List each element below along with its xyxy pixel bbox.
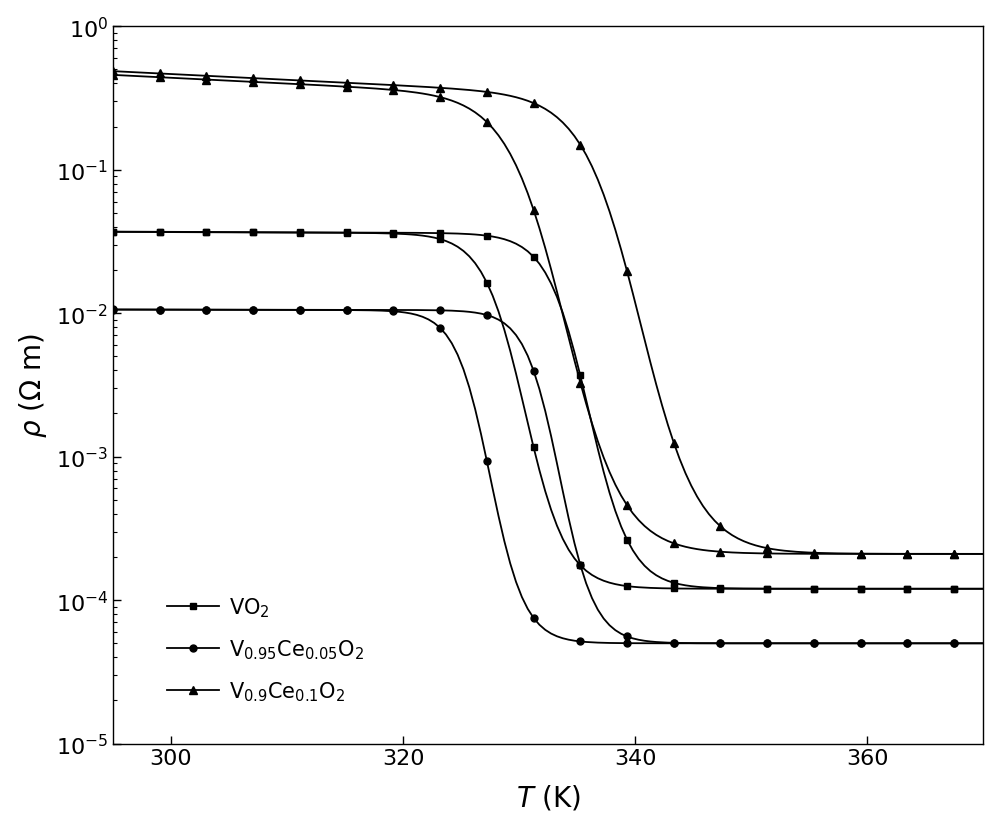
VO$_2$ (598, 467, 610, 477)
VO$_2$ (452, 229, 464, 239)
V$_{0.95}$Ce$_{0.05}$O$_2$ (598, 614, 610, 623)
V$_{0.9}$Ce$_{0.1}$O$_2$ (825, 549, 837, 559)
VO$_2$ (825, 584, 837, 594)
VO$_2$ (393, 229, 405, 238)
V$_{0.9}$Ce$_{0.1}$O$_2$ (563, 125, 575, 135)
V$_{0.95}$Ce$_{0.05}$O$_2$ (393, 306, 405, 315)
Legend: VO$_2$, V$_{0.95}$Ce$_{0.05}$O$_2$, V$_{0.9}$Ce$_{0.1}$O$_2$: VO$_2$, V$_{0.95}$Ce$_{0.05}$O$_2$, V$_{… (158, 587, 372, 712)
V$_{0.95}$Ce$_{0.05}$O$_2$ (977, 638, 989, 648)
V$_{0.9}$Ce$_{0.1}$O$_2$ (452, 85, 464, 95)
V$_{0.95}$Ce$_{0.05}$O$_2$ (825, 638, 837, 648)
V$_{0.9}$Ce$_{0.1}$O$_2$ (709, 516, 721, 526)
VO$_2$ (107, 228, 119, 238)
V$_{0.9}$Ce$_{0.1}$O$_2$ (393, 81, 405, 91)
Y-axis label: $\rho$ ($\Omega$ m): $\rho$ ($\Omega$ m) (17, 333, 49, 438)
V$_{0.95}$Ce$_{0.05}$O$_2$ (107, 306, 119, 315)
V$_{0.9}$Ce$_{0.1}$O$_2$ (598, 190, 610, 200)
VO$_2$ (977, 584, 989, 594)
VO$_2$ (563, 327, 575, 337)
Line: V$_{0.9}$Ce$_{0.1}$O$_2$: V$_{0.9}$Ce$_{0.1}$O$_2$ (109, 68, 988, 558)
Line: V$_{0.95}$Ce$_{0.05}$O$_2$: V$_{0.95}$Ce$_{0.05}$O$_2$ (110, 306, 987, 647)
Line: VO$_2$: VO$_2$ (110, 229, 987, 593)
VO$_2$ (709, 583, 721, 593)
V$_{0.9}$Ce$_{0.1}$O$_2$ (977, 549, 989, 559)
V$_{0.95}$Ce$_{0.05}$O$_2$ (709, 638, 721, 648)
V$_{0.9}$Ce$_{0.1}$O$_2$ (107, 67, 119, 77)
V$_{0.95}$Ce$_{0.05}$O$_2$ (563, 513, 575, 523)
X-axis label: $\it{T}$ (K): $\it{T}$ (K) (516, 782, 581, 811)
V$_{0.95}$Ce$_{0.05}$O$_2$ (452, 306, 464, 316)
